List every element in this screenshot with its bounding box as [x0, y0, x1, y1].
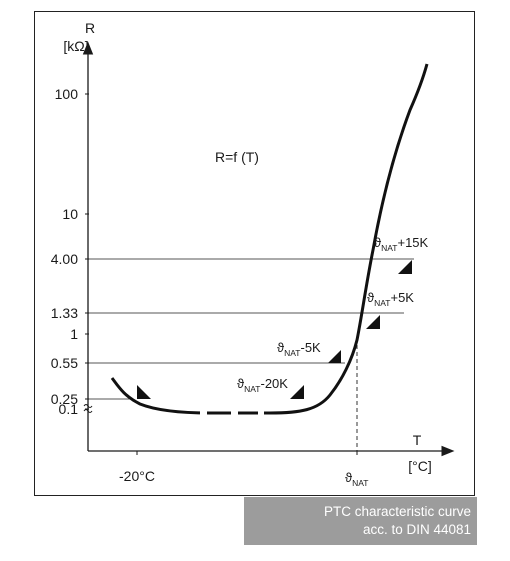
y-axis-unit: [kΩ] — [63, 38, 88, 54]
y-tick-label-1_33: 1.33 — [51, 305, 78, 321]
annotation-1: ϑNAT+5K — [367, 290, 414, 308]
chart-title: R=f (T) — [215, 149, 259, 165]
caption-box: PTC characteristic curve acc. to DIN 440… — [244, 497, 477, 545]
annotation-0: ϑNAT+15K — [374, 235, 429, 253]
y-tick-label-1: 1 — [70, 326, 78, 342]
y-tick-label-100: 100 — [55, 86, 79, 102]
marker-minus20c — [137, 385, 151, 399]
reference-lines — [88, 258, 414, 451]
marker-nat-minus20 — [290, 385, 304, 399]
marker-nat-plus5 — [366, 315, 380, 329]
x-tick-label-nat: ϑNAT — [345, 470, 368, 488]
y-tick-label-0_55: 0.55 — [51, 355, 78, 371]
marker-nat-minus5 — [328, 350, 341, 363]
annotation-markers — [137, 260, 412, 399]
ticks — [85, 93, 358, 455]
y-tick-label-0_25: 0.25 — [51, 391, 78, 407]
y-tick-label-10: 10 — [62, 206, 78, 222]
curve-series — [110, 63, 429, 416]
axis-break-mark — [83, 404, 93, 413]
y-tick-label-4_00: 4.00 — [51, 251, 78, 267]
x-axis-unit: [°C] — [408, 458, 432, 474]
x-tick-label-minus20: -20°C — [119, 468, 155, 484]
caption-line-1: PTC characteristic curve — [323, 504, 471, 519]
annotation-3: ϑNAT-20K — [237, 376, 288, 394]
axes — [82, 41, 455, 457]
ptc-curve — [110, 63, 429, 415]
chart-text: 100 10 4.00 1.33 1 0.55 0.250.1 -20°C ϑNAT R [kΩ] T… — [51, 20, 432, 488]
marker-nat-plus15 — [398, 260, 412, 274]
chart-frame — [34, 11, 475, 496]
x-axis-label: T — [413, 432, 422, 448]
caption-line-2: acc. to DIN 44081 — [362, 522, 471, 537]
annotation-2: ϑNAT-5K — [277, 340, 321, 358]
y-axis-label: R — [85, 20, 95, 36]
y-tick-label-0_1: 0.1 — [59, 401, 79, 417]
